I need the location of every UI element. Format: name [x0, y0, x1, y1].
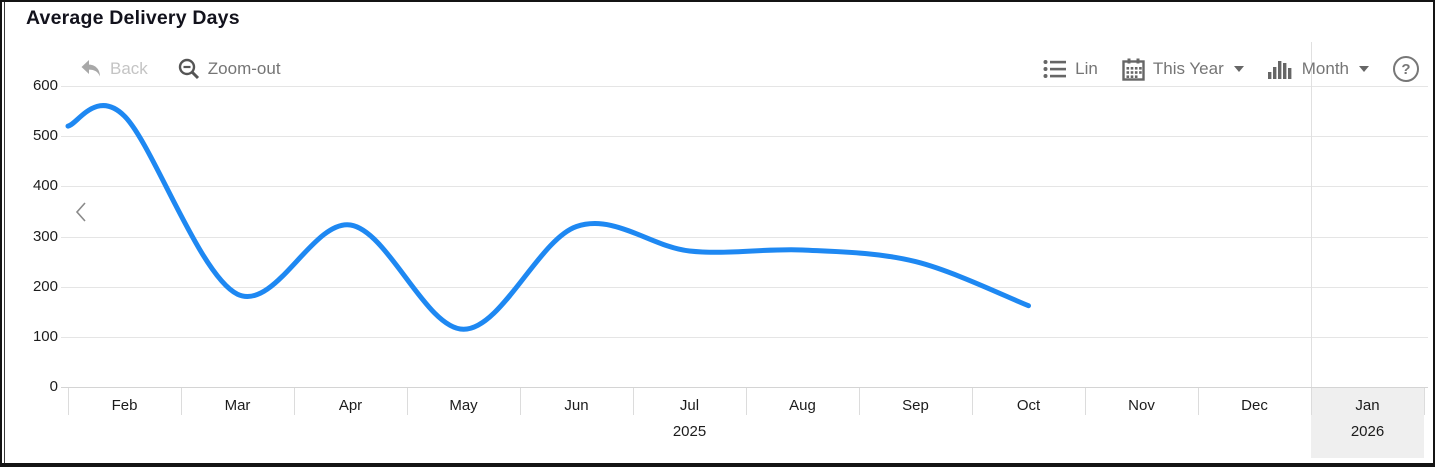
month-label: May [449, 397, 478, 414]
y-axis-label: 200 [32, 277, 58, 295]
gridline [61, 186, 1428, 188]
chart-toolbar: Back Zoom-out [68, 51, 1419, 87]
gridline [61, 336, 1428, 338]
list-icon [1043, 59, 1067, 79]
zoom-out-icon [178, 58, 200, 80]
range-dropdown[interactable]: This Year [1122, 58, 1244, 81]
collapse-panel-button[interactable] [74, 201, 92, 228]
bar-chart-icon [1267, 59, 1294, 79]
month-label: Feb [111, 397, 138, 414]
month-label: Nov [1128, 397, 1155, 414]
y-axis-label: 600 [32, 77, 58, 94]
x-axis-tick [1424, 388, 1425, 415]
month-label: Jun [564, 397, 589, 414]
help-icon: ? [1401, 60, 1411, 78]
delivery-days-line [65, 103, 1031, 332]
gridline [61, 236, 1428, 238]
x-axis-tick [68, 388, 69, 415]
window-inner-border [3, 2, 5, 463]
x-axis-tick [859, 388, 860, 415]
zoom-out-label: Zoom-out [207, 59, 281, 78]
month-label: Aug [789, 397, 816, 414]
future-divider-line [1311, 42, 1312, 387]
help-button[interactable]: ? [1393, 56, 1419, 82]
month-label: Mar [224, 397, 251, 414]
y-axis-label: 400 [32, 177, 58, 195]
y-axis-label: 100 [32, 327, 58, 345]
gridline [61, 387, 1428, 388]
gridline [61, 286, 1428, 288]
chevron-left-icon [74, 201, 88, 228]
series-style-label: Lin [1075, 59, 1098, 78]
x-axis-tick [181, 388, 182, 415]
back-button[interactable]: Back [80, 59, 148, 79]
chart-title: Average Delivery Days [26, 7, 240, 29]
x-axis-tick [294, 388, 295, 415]
range-label: This Year [1152, 59, 1224, 78]
month-label: Jan [1355, 397, 1380, 414]
month-label: Sep [902, 397, 929, 414]
back-icon [80, 59, 102, 79]
series-style-button[interactable]: Lin [1043, 59, 1098, 79]
granularity-dropdown[interactable]: Month [1267, 59, 1369, 79]
zoom-out-button[interactable]: Zoom-out [178, 58, 281, 80]
gridline [61, 86, 1428, 87]
x-axis-tick [972, 388, 973, 415]
back-label: Back [110, 59, 148, 78]
month-label: Jul [679, 397, 700, 414]
y-axis-label: 0 [49, 378, 58, 395]
y-axis-label: 300 [32, 227, 58, 245]
x-axis-tick [1085, 388, 1086, 415]
year-label: 2026 [1350, 423, 1385, 440]
x-axis-tick [520, 388, 521, 415]
calendar-icon [1122, 58, 1145, 81]
caret-down-icon [1359, 66, 1369, 72]
caret-down-icon [1233, 66, 1244, 72]
month-label: Apr [338, 397, 363, 414]
x-axis-tick [1198, 388, 1199, 415]
x-axis-tick [1311, 388, 1312, 415]
current-period-band [1311, 388, 1424, 458]
month-label: Dec [1241, 397, 1268, 414]
month-label: Oct [1016, 397, 1041, 414]
granularity-label: Month [1301, 59, 1349, 78]
gridline [61, 136, 1428, 138]
year-label: 2025 [672, 423, 707, 440]
x-axis-tick [746, 388, 747, 415]
x-axis-tick [407, 388, 408, 415]
y-axis-label: 500 [32, 127, 58, 145]
x-axis-tick [633, 388, 634, 415]
